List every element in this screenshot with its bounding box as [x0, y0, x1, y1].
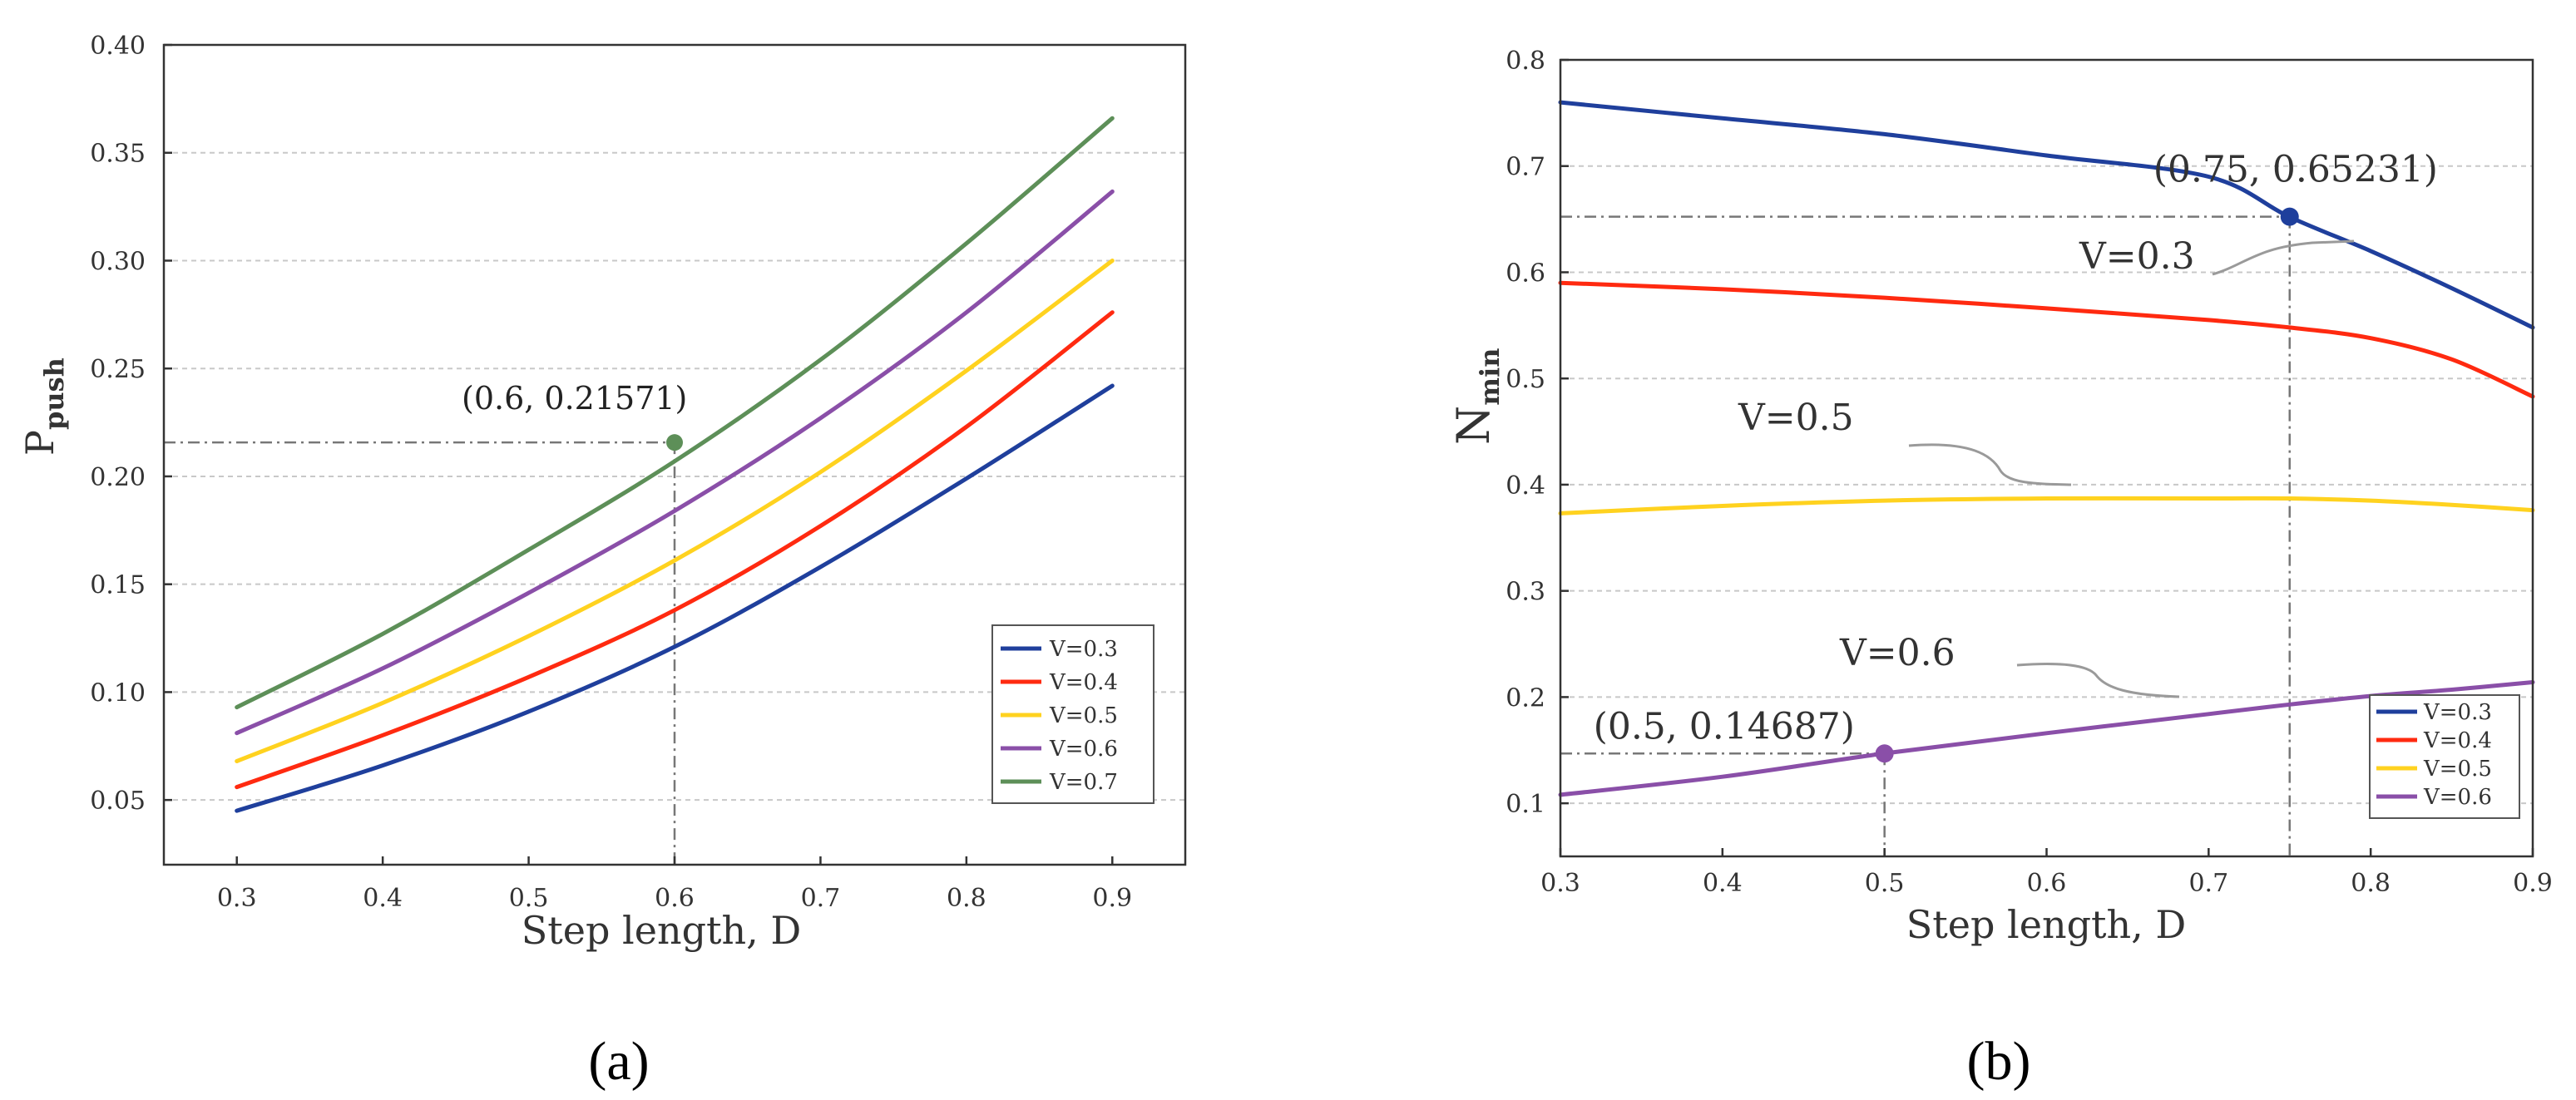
x-axis-title-a: Step length, D: [522, 908, 802, 953]
y-tick-label-b-03: 0.3: [1506, 578, 1545, 607]
y-tick-label-a-015: 0.15: [90, 571, 146, 600]
highlight-point-a: [666, 434, 683, 451]
y-tick-label-b-01: 0.1: [1506, 790, 1545, 819]
leader-line-v03: [2212, 239, 2355, 276]
leader-line-v05: [1908, 443, 2072, 486]
legend-b-label-v06: V=0.6: [2423, 785, 2492, 810]
y-tick-label-a-005: 0.05: [90, 787, 146, 816]
annotation-v03: V=0.3: [2079, 235, 2195, 278]
x-tick-label-a-06: 0.6: [655, 884, 695, 913]
y-axis-title-a: Ppush: [17, 358, 70, 456]
series-line-b-v05: [1558, 496, 2535, 515]
x-tick-label-a-04: 0.4: [363, 884, 403, 913]
series-line-a-v03: [235, 383, 1115, 813]
highlight-label-b-0: (0.75, 0.65231): [2153, 149, 2438, 191]
legend-a-label-v05: V=0.5: [1049, 703, 1118, 728]
legend-a: V=0.3 V=0.4 V=0.5 V=0.6 V=0.7: [991, 624, 1155, 804]
x-axis-title-b: Step length, D: [1906, 902, 2187, 947]
panel-b: 0.3 0.4 0.5 0.6 0.7 0.8 0.9 0.1 0.2 0.3 0.4 0.5 0.6…: [1447, 47, 2553, 1092]
y-ticks-b: 0.1 0.2 0.3 0.4 0.5 0.6 0.7 0.8: [1506, 47, 1569, 819]
x-ticks-a: 0.3 0.4 0.5 0.6 0.7 0.8 0.9: [217, 856, 1132, 913]
y-tick-label-a-040: 0.40: [90, 32, 146, 61]
guides-b: [1560, 215, 2291, 856]
legend-a-label-v04: V=0.4: [1049, 670, 1118, 695]
legend-a-label-v03: V=0.3: [1049, 637, 1118, 662]
x-tick-label-a-03: 0.3: [217, 884, 257, 913]
x-tick-label-b-04: 0.4: [1703, 869, 1743, 898]
legend-b-label-v05: V=0.5: [2423, 757, 2492, 782]
x-tick-label-a-09: 0.9: [1092, 884, 1132, 913]
series-group-a: [235, 116, 1115, 813]
legend-a-label-v07: V=0.7: [1049, 770, 1118, 795]
panel-a: 0.3 0.4 0.5 0.6 0.7 0.8 0.9 0.050.100.150.200.…: [17, 32, 1187, 1092]
series-line-a-v06: [235, 189, 1115, 736]
y-axis-title-b: Nmin: [1447, 348, 1506, 445]
legend-a-label-v06: V=0.6: [1049, 737, 1118, 762]
highlight-label-a: (0.6, 0.21571): [462, 380, 687, 417]
y-tick-label-b-06: 0.6: [1506, 259, 1545, 288]
series-line-b-v06: [1558, 680, 2535, 797]
x-tick-label-b-08: 0.8: [2351, 869, 2391, 898]
leader-line-v06: [2016, 663, 2180, 698]
annotation-v06: V=0.6: [1839, 632, 1955, 674]
x-tick-label-b-09: 0.9: [2513, 869, 2553, 898]
series-line-a-v07: [235, 116, 1115, 710]
y-tick-label-a-035: 0.35: [90, 140, 146, 169]
y-axis-title-a-sub: push: [38, 358, 70, 430]
series-line-a-v04: [235, 310, 1115, 790]
x-tick-label-a-07: 0.7: [801, 884, 841, 913]
x-tick-label-b-07: 0.7: [2188, 869, 2228, 898]
guides-a: [164, 441, 676, 865]
x-ticks-b: 0.3 0.4 0.5 0.6 0.7 0.8 0.9: [1540, 848, 2553, 898]
y-tick-label-b-04: 0.4: [1506, 471, 1545, 501]
highlight-a: (0.6, 0.21571): [462, 380, 687, 451]
x-tick-label-a-08: 0.8: [947, 884, 986, 913]
x-tick-label-b-06: 0.6: [2027, 869, 2067, 898]
series-line-b-v03: [1558, 100, 2535, 330]
highlight-point-b-1: [1875, 744, 1894, 763]
x-tick-label-a-05: 0.5: [509, 884, 549, 913]
y-tick-label-a-010: 0.10: [90, 678, 146, 708]
y-tick-label-b-02: 0.2: [1506, 683, 1545, 713]
legend-b: V=0.3 V=0.4 V=0.5 V=0.6: [2369, 694, 2520, 819]
y-tick-label-a-025: 0.25: [90, 355, 146, 384]
panel-label-a: (a): [588, 1031, 649, 1092]
y-axis-title-b-main: N: [1447, 406, 1500, 445]
legend-b-label-v04: V=0.4: [2423, 728, 2492, 753]
highlight-label-b-1: (0.5, 0.14687): [1594, 705, 1855, 747]
series-line-b-v04: [1558, 280, 2535, 399]
y-tick-label-b-05: 0.5: [1506, 365, 1545, 394]
series-group-b: [1558, 100, 2535, 797]
highlight-b: (0.75, 0.65231) (0.5, 0.14687): [1594, 149, 2438, 763]
y-axis-title-b-sub: min: [1474, 348, 1506, 405]
y-tick-label-b-07: 0.7: [1506, 153, 1545, 182]
series-line-a-v05: [235, 259, 1115, 763]
y-ticks-a: 0.05 0.10 0.15 0.20 0.25 0.30 0.35 0.40: [90, 32, 172, 816]
highlight-point-b-0: [2280, 207, 2299, 226]
annotation-v05: V=0.5: [1738, 397, 1854, 439]
x-tick-label-b-03: 0.3: [1540, 869, 1580, 898]
y-tick-label-a-030: 0.30: [90, 247, 146, 276]
legend-b-label-v03: V=0.3: [2423, 700, 2492, 725]
y-axis-title-a-main: P: [17, 430, 62, 456]
x-tick-label-b-05: 0.5: [1865, 869, 1905, 898]
panel-label-b: (b): [1967, 1031, 2031, 1092]
y-tick-label-a-020: 0.20: [90, 463, 146, 492]
y-tick-label-b-08: 0.8: [1506, 47, 1545, 76]
